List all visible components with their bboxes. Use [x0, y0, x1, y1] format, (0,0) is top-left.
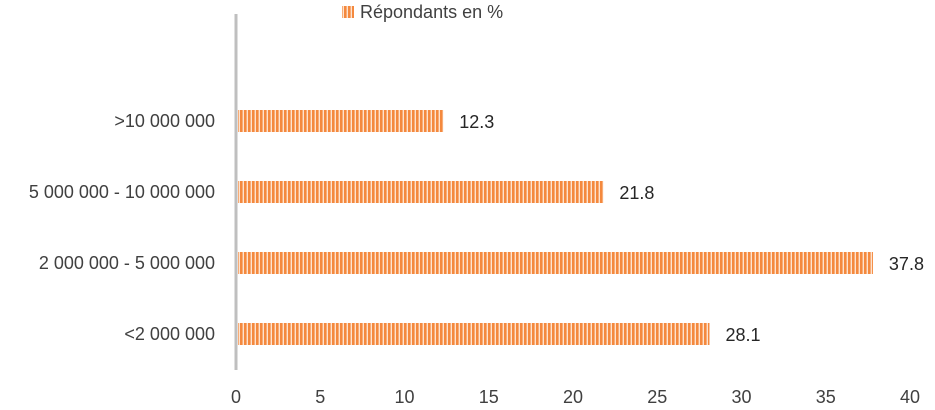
bar	[238, 110, 444, 132]
category-label: <2 000 000	[124, 324, 215, 344]
data-label: 37.8	[889, 254, 924, 274]
bars-group	[238, 110, 873, 345]
x-tick-label: 30	[731, 387, 751, 407]
x-tick-label: 15	[479, 387, 499, 407]
legend-swatch	[342, 6, 354, 18]
x-axis-ticks: 0 5 10 15 20 25 30 35 40	[231, 387, 920, 407]
category-label: >10 000 000	[114, 111, 215, 131]
x-tick-label: 40	[900, 387, 920, 407]
data-labels: 12.3 21.8 37.8 28.1	[459, 112, 924, 345]
x-tick-label: 20	[563, 387, 583, 407]
category-label: 2 000 000 - 5 000 000	[39, 253, 215, 273]
x-tick-label: 5	[315, 387, 325, 407]
x-tick-label: 25	[647, 387, 667, 407]
category-labels: >10 000 000 5 000 000 - 10 000 000 2 000 0…	[29, 111, 215, 344]
legend-label: Répondants en %	[360, 2, 503, 22]
data-label: 21.8	[619, 183, 654, 203]
category-label: 5 000 000 - 10 000 000	[29, 182, 215, 202]
bar	[238, 181, 604, 203]
x-tick-label: 0	[231, 387, 241, 407]
data-label: 12.3	[459, 112, 494, 132]
bar	[238, 252, 873, 274]
x-tick-label: 35	[816, 387, 836, 407]
data-label: 28.1	[725, 325, 760, 345]
x-tick-label: 10	[394, 387, 414, 407]
bar	[238, 323, 710, 345]
legend: Répondants en %	[342, 2, 503, 22]
